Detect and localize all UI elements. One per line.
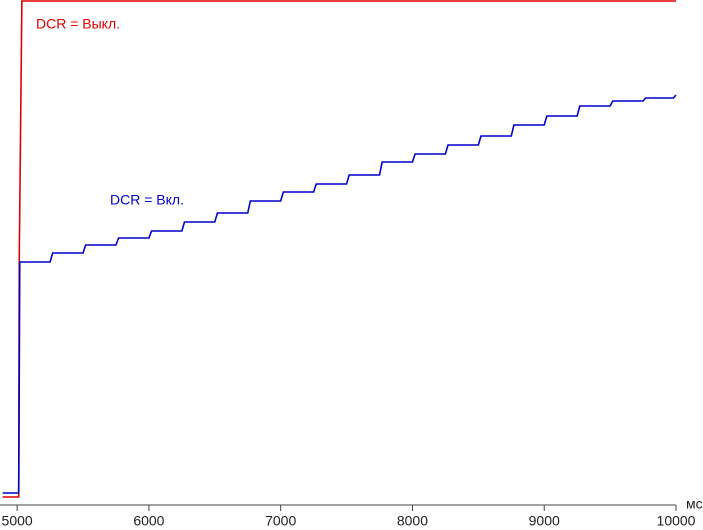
x-unit: мс	[686, 496, 703, 512]
x-tick-label: 8000	[397, 513, 428, 529]
x-tick-label: 6000	[133, 513, 164, 529]
annotation: DCR = Вкл.	[110, 192, 184, 208]
x-tick-label: 9000	[529, 513, 560, 529]
series-line	[2, 0, 676, 498]
annotation: DCR = Выкл.	[36, 16, 120, 32]
x-tick-label: 5000	[2, 513, 33, 529]
series-line	[2, 94, 677, 494]
x-tick-label: 7000	[265, 513, 296, 529]
x-tick-label: 10000	[657, 513, 696, 529]
